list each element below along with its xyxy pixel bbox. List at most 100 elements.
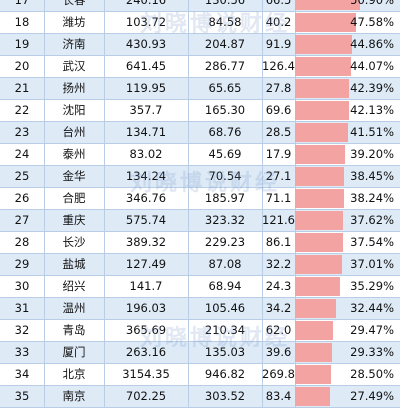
percent-bar-cell: 50.90% <box>295 0 400 11</box>
city-cell: 南京 <box>44 386 105 407</box>
percent-bar-cell: 47.58% <box>295 12 400 33</box>
table-row: 30 绍兴 141.7 68.94 24.3 35.29% <box>0 276 400 298</box>
value-c-cell: 121.6 <box>262 210 296 231</box>
percent-bar-cell: 44.07% <box>295 56 400 77</box>
value-b-cell: 87.08 <box>188 254 263 275</box>
percent-bar <box>295 277 340 296</box>
percent-label: 37.54% <box>350 235 394 249</box>
value-c-cell: 17.9 <box>262 144 296 165</box>
table-row: 33 厦门 263.16 135.03 39.6 29.33% <box>0 342 400 364</box>
value-a-cell: 702.25 <box>104 386 189 407</box>
value-c-cell: 62.0 <box>262 320 296 341</box>
city-cell: 北京 <box>44 364 105 385</box>
value-b-cell: 165.30 <box>188 100 263 121</box>
rank-cell: 25 <box>0 166 45 187</box>
percent-bar-cell: 44.86% <box>295 34 400 55</box>
table-row: 20 武汉 641.45 286.77 126.4 44.07% <box>0 56 400 78</box>
percent-bar <box>295 101 349 120</box>
value-b-cell: 68.76 <box>188 122 263 143</box>
value-c-cell: 28.5 <box>262 122 296 143</box>
percent-label: 47.58% <box>350 15 394 29</box>
value-a-cell: 365.69 <box>104 320 189 341</box>
value-c-cell: 126.4 <box>262 56 296 77</box>
city-cell: 青岛 <box>44 320 105 341</box>
value-b-cell: 229.23 <box>188 232 263 253</box>
value-b-cell: 130.56 <box>188 0 263 11</box>
percent-bar <box>295 123 348 142</box>
value-a-cell: 134.24 <box>104 166 189 187</box>
city-cell: 温州 <box>44 298 105 319</box>
value-b-cell: 68.94 <box>188 276 263 297</box>
table-row: 18 潍坊 103.72 84.58 40.2 47.58% <box>0 12 400 34</box>
percent-bar <box>295 255 342 274</box>
value-c-cell: 24.3 <box>262 276 296 297</box>
city-cell: 盐城 <box>44 254 105 275</box>
percent-bar <box>295 57 351 76</box>
percent-bar <box>295 211 343 230</box>
value-b-cell: 286.77 <box>188 56 263 77</box>
city-cell: 绍兴 <box>44 276 105 297</box>
city-cell: 厦门 <box>44 342 105 363</box>
value-a-cell: 196.03 <box>104 298 189 319</box>
percent-label: 29.33% <box>350 345 394 359</box>
table-row: 22 沈阳 357.7 165.30 69.6 42.13% <box>0 100 400 122</box>
percent-bar <box>295 299 336 318</box>
city-cell: 长春 <box>44 0 105 11</box>
percent-bar <box>295 35 352 54</box>
percent-label: 44.86% <box>350 37 394 51</box>
rank-cell: 33 <box>0 342 45 363</box>
percent-label: 42.13% <box>350 103 394 117</box>
percent-bar-cell: 32.44% <box>295 298 400 319</box>
percent-label: 35.29% <box>350 279 394 293</box>
value-a-cell: 389.32 <box>104 232 189 253</box>
table-row: 29 盐城 127.49 87.08 32.2 37.01% <box>0 254 400 276</box>
percent-bar-cell: 35.29% <box>295 276 400 297</box>
rank-cell: 30 <box>0 276 45 297</box>
percent-bar <box>295 321 333 340</box>
percent-bar-cell: 29.33% <box>295 342 400 363</box>
table-row: 26 合肥 346.76 185.97 71.1 38.24% <box>0 188 400 210</box>
percent-bar-cell: 27.49% <box>295 386 400 407</box>
percent-bar-cell: 37.62% <box>295 210 400 231</box>
percent-label: 39.20% <box>350 147 394 161</box>
table-row: 21 扬州 119.95 65.65 27.8 42.39% <box>0 78 400 100</box>
percent-bar <box>295 189 344 208</box>
city-cell: 金华 <box>44 166 105 187</box>
rank-cell: 23 <box>0 122 45 143</box>
percent-label: 38.45% <box>350 169 394 183</box>
city-cell: 扬州 <box>44 78 105 99</box>
percent-label: 37.01% <box>350 257 394 271</box>
percent-label: 29.47% <box>350 323 394 337</box>
value-c-cell: 69.6 <box>262 100 296 121</box>
percent-label: 28.50% <box>350 367 394 381</box>
table-row: 34 北京 3154.35 946.82 269.8 28.50% <box>0 364 400 386</box>
rank-cell: 28 <box>0 232 45 253</box>
percent-bar <box>295 0 360 10</box>
value-a-cell: 357.7 <box>104 100 189 121</box>
percent-label: 41.51% <box>350 125 394 139</box>
percent-label: 44.07% <box>350 59 394 73</box>
rank-cell: 29 <box>0 254 45 275</box>
value-a-cell: 134.71 <box>104 122 189 143</box>
table-row: 27 重庆 575.74 323.32 121.6 37.62% <box>0 210 400 232</box>
value-b-cell: 323.32 <box>188 210 263 231</box>
percent-bar <box>295 13 356 32</box>
value-c-cell: 34.2 <box>262 298 296 319</box>
percent-bar <box>295 365 331 384</box>
percent-label: 37.62% <box>350 213 394 227</box>
rank-cell: 24 <box>0 144 45 165</box>
percent-bar-cell: 37.01% <box>295 254 400 275</box>
value-a-cell: 346.76 <box>104 188 189 209</box>
percent-bar <box>295 233 343 252</box>
percent-bar-cell: 28.50% <box>295 364 400 385</box>
rank-cell: 31 <box>0 298 45 319</box>
value-c-cell: 27.1 <box>262 166 296 187</box>
value-a-cell: 240.16 <box>104 0 189 11</box>
table-row: 19 济南 430.93 204.87 91.9 44.86% <box>0 34 400 56</box>
percent-bar-cell: 37.54% <box>295 232 400 253</box>
value-c-cell: 269.8 <box>262 364 296 385</box>
value-b-cell: 946.82 <box>188 364 263 385</box>
table-row: 17 长春 240.16 130.56 66.5 50.90% <box>0 0 400 12</box>
value-a-cell: 119.95 <box>104 78 189 99</box>
